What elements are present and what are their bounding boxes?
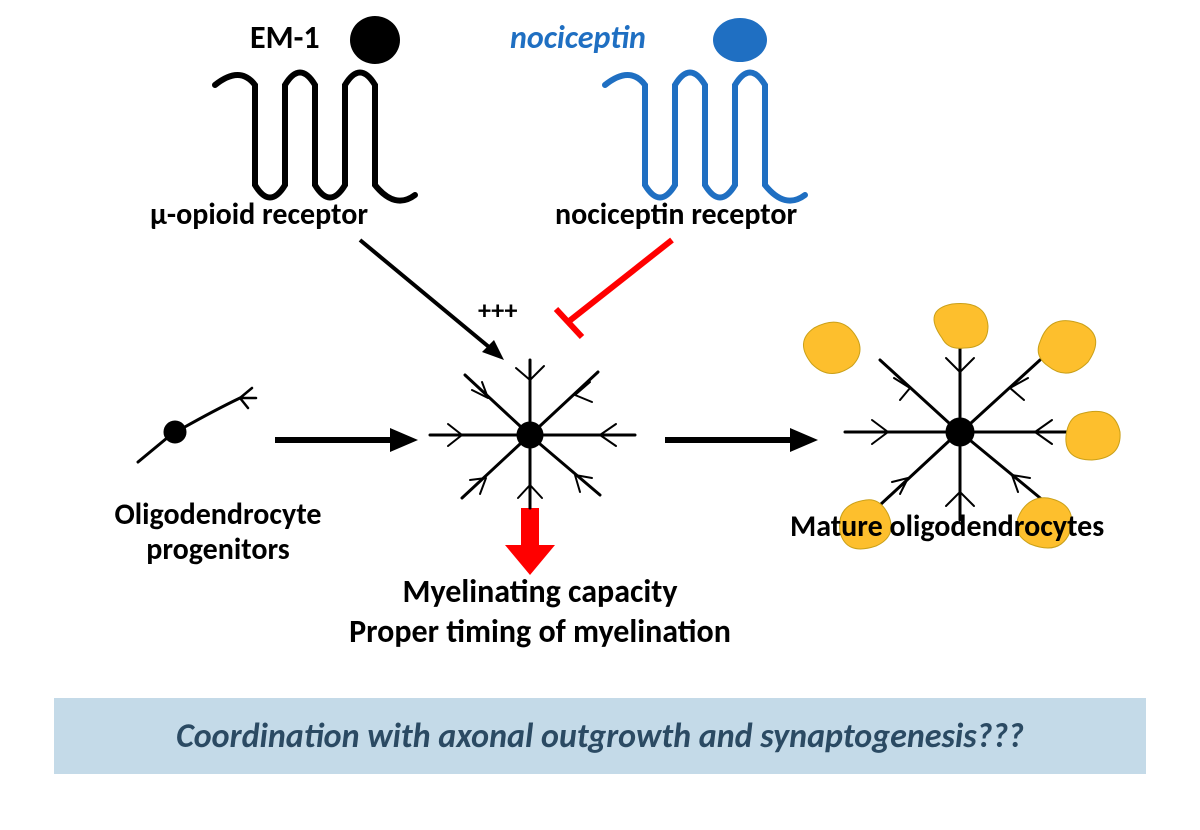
mid-to-mature-arrow bbox=[665, 428, 818, 452]
capacity-label: Myelinating capacity bbox=[290, 574, 790, 611]
opc-cell-icon bbox=[138, 388, 256, 462]
nociceptin-receptor-label: nociceptin receptor bbox=[555, 198, 797, 233]
plus-marks: +++ bbox=[478, 296, 517, 326]
mature-label: Mature oligodendrocytes bbox=[790, 510, 1104, 545]
question-text: Coordination with axonal outgrowth and s… bbox=[176, 716, 1024, 757]
nociceptin-label: nociceptin bbox=[510, 20, 646, 57]
timing-label: Proper timing of myelination bbox=[230, 614, 850, 651]
question-box: Coordination with axonal outgrowth and s… bbox=[54, 698, 1146, 774]
nociceptin-ligand bbox=[713, 18, 767, 62]
immature-olig-icon bbox=[430, 360, 635, 508]
mu-receptor-label: μ-opioid receptor bbox=[150, 198, 368, 233]
inhibition-tbar bbox=[556, 240, 672, 337]
opc-label: Oligodendrocyte progenitors bbox=[58, 498, 378, 567]
em1-ligand bbox=[350, 16, 400, 64]
nociceptin-receptor-icon bbox=[605, 73, 805, 201]
opc-to-mid-arrow bbox=[275, 428, 418, 452]
em1-label: EM-1 bbox=[250, 20, 320, 57]
mu-receptor-icon bbox=[215, 73, 415, 201]
red-down-arrow bbox=[505, 508, 555, 575]
